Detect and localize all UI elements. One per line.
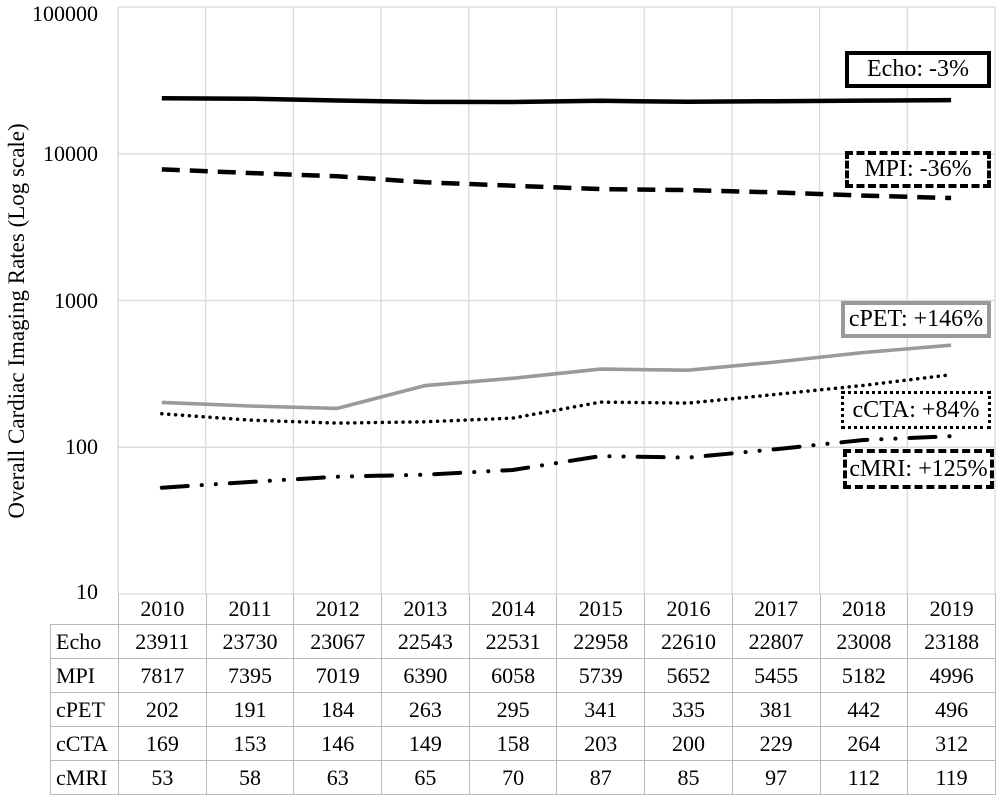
data-table: 2010 2011 2012 2013 2014 2015 2016 2017 2018 2019…: [50, 594, 996, 795]
table-value-cell: 442: [819, 692, 909, 727]
x-axis-year-label: 2013: [381, 594, 470, 625]
cmri-line: [159, 434, 954, 490]
x-axis-year-label: 2015: [556, 594, 646, 625]
legend-box-ccta: cCTA: +84%: [841, 391, 991, 429]
table-value-cell: 158: [468, 726, 558, 761]
table-value-cell: 4996: [907, 658, 996, 693]
table-value-cell: 53: [118, 760, 207, 795]
table-value-cell: 23730: [205, 624, 295, 659]
year-row-spacer: [51, 594, 119, 625]
table-value-cell: 97: [731, 760, 821, 795]
table-value-cell: 23008: [819, 624, 909, 659]
table-row-label-echo: Echo: [50, 624, 119, 659]
x-axis-year-label: 2017: [731, 594, 821, 625]
table-row-cmri: cMRI 53 58 63 65 70 87 85 97 112 119: [50, 760, 996, 795]
legend-box-mpi: MPI: -36%: [845, 151, 991, 188]
table-value-cell: 7019: [293, 658, 383, 693]
ccta-line: [160, 372, 953, 425]
y-tick-100: 100: [65, 434, 98, 459]
table-row-label-mpi: MPI: [50, 658, 119, 693]
table-value-cell: 6390: [381, 658, 470, 693]
table-value-cell: 23067: [293, 624, 383, 659]
table-value-cell: 5652: [644, 658, 733, 693]
y-tick-100000: 100000: [32, 1, 98, 26]
table-value-cell: 200: [644, 726, 733, 761]
table-value-cell: 22610: [644, 624, 733, 659]
table-value-cell: 119: [907, 760, 996, 795]
legend-box-cmri: cMRI: +125%: [843, 449, 994, 489]
table-value-cell: 203: [556, 726, 646, 761]
table-value-cell: 341: [556, 692, 646, 727]
x-axis-year-label: 2014: [468, 594, 558, 625]
table-value-cell: 381: [731, 692, 821, 727]
table-value-cell: 295: [468, 692, 558, 727]
table-value-cell: 85: [644, 760, 733, 795]
table-value-cell: 23188: [907, 624, 996, 659]
legend-box-cpet: cPET: +146%: [841, 301, 991, 338]
cpet-line: [161, 343, 952, 411]
table-value-cell: 65: [381, 760, 470, 795]
table-value-cell: 202: [118, 692, 207, 727]
table-value-cell: 184: [293, 692, 383, 727]
x-axis-year-label: 2012: [293, 594, 383, 625]
table-value-cell: 112: [819, 760, 909, 795]
table-value-cell: 169: [118, 726, 207, 761]
echo-line: [161, 95, 952, 105]
y-tick-1000: 1000: [54, 288, 98, 313]
table-value-cell: 22531: [468, 624, 558, 659]
x-axis-year-label: 2019: [907, 594, 996, 625]
table-value-cell: 153: [205, 726, 295, 761]
table-row-ccta: cCTA 169 153 146 149 158 203 200 229 264 312: [50, 726, 996, 761]
table-value-cell: 5455: [731, 658, 821, 693]
table-value-cell: 87: [556, 760, 646, 795]
table-value-cell: 63: [293, 760, 383, 795]
table-value-cell: 22807: [731, 624, 821, 659]
table-value-cell: 229: [731, 726, 821, 761]
table-row-label-cmri: cMRI: [50, 760, 119, 795]
table-value-cell: 263: [381, 692, 470, 727]
table-value-cell: 264: [819, 726, 909, 761]
x-axis-year-label: 2018: [819, 594, 909, 625]
y-tick-10: 10: [76, 579, 98, 604]
mpi-line: [161, 167, 952, 201]
table-row-label-cpet: cPET: [50, 692, 119, 727]
x-axis-year-row: 2010 2011 2012 2013 2014 2015 2016 2017 2018 2019: [51, 594, 996, 625]
x-axis-year-label: 2011: [205, 594, 295, 625]
x-axis-year-label: 2010: [118, 594, 207, 625]
chart-gridlines: [117, 6, 996, 595]
y-tick-10000: 10000: [43, 141, 98, 166]
table-row-mpi: MPI 7817 7395 7019 6390 6058 5739 5652 5455 5182 4…: [50, 658, 996, 693]
table-value-cell: 7395: [205, 658, 295, 693]
table-row-echo: Echo 23911 23730 23067 22543 22531 22958 22610 2…: [50, 624, 996, 659]
table-row-cpet: cPET 202 191 184 263 295 341 335 381 442 496: [50, 692, 996, 727]
table-value-cell: 58: [205, 760, 295, 795]
table-value-cell: 6058: [468, 658, 558, 693]
table-value-cell: 149: [381, 726, 470, 761]
table-value-cell: 22958: [556, 624, 646, 659]
table-value-cell: 7817: [118, 658, 207, 693]
x-axis-year-label: 2016: [644, 594, 733, 625]
legend-box-echo: Echo: -3%: [845, 51, 991, 88]
table-value-cell: 146: [293, 726, 383, 761]
table-value-cell: 5739: [556, 658, 646, 693]
table-value-cell: 335: [644, 692, 733, 727]
table-value-cell: 5182: [819, 658, 909, 693]
table-value-cell: 23911: [118, 624, 207, 659]
table-value-cell: 312: [907, 726, 996, 761]
table-value-cell: 191: [205, 692, 295, 727]
table-row-label-ccta: cCTA: [50, 726, 119, 761]
table-value-cell: 22543: [381, 624, 470, 659]
table-value-cell: 70: [468, 760, 558, 795]
table-value-cell: 496: [907, 692, 996, 727]
